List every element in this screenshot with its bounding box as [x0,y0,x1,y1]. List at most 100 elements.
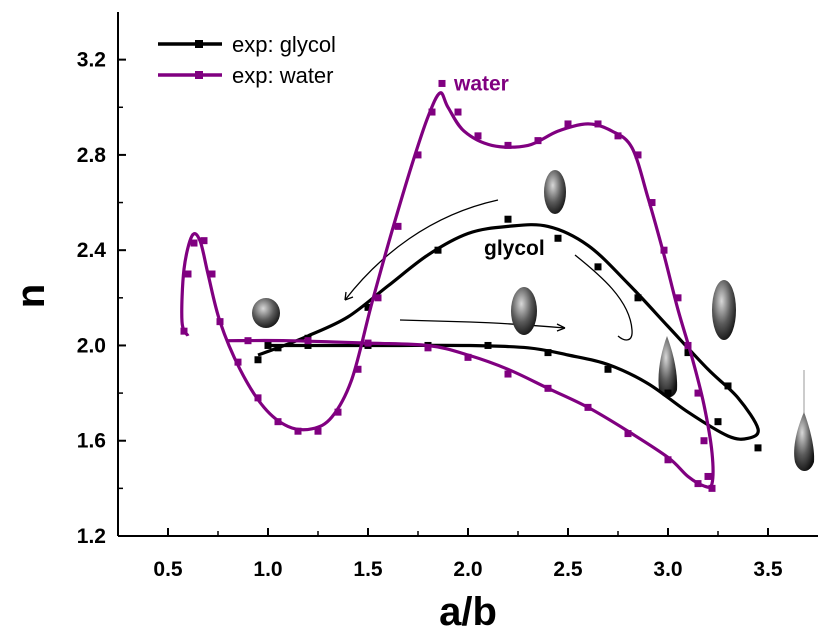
y-tick-label: 1.6 [77,430,106,453]
series-line-water [180,91,715,489]
data-point-glycol [264,341,272,349]
x-tick-label: 1.0 [253,558,282,581]
data-point-glycol [254,356,262,364]
data-point-water [664,456,672,464]
data-point-water [474,132,482,140]
data-point-glycol [434,246,442,254]
data-point-water [294,427,302,435]
annotations: water glycol [453,73,545,260]
droplet-icon [511,287,537,335]
data-point-water [660,246,668,254]
data-point-water [200,237,208,245]
data-point-water [544,384,552,392]
y-tick-label: 2.8 [77,144,107,167]
x-tick-label: 2.0 [453,558,482,581]
data-point-water [564,120,572,128]
data-point-water [504,141,512,149]
data-point-glycol [714,418,722,426]
x-tick-label: 1.5 [353,558,383,581]
data-point-glycol [634,294,642,302]
data-point-water [190,239,198,247]
x-tick-label: 2.5 [553,558,583,581]
data-point-water [394,222,402,230]
x-axis-title: a/b [439,590,497,634]
droplet-icon [658,336,678,398]
data-point-water [624,430,632,438]
data-point-glycol [484,341,492,349]
legend: exp: glycol exp: water [158,32,336,88]
series-water [180,79,716,492]
y-tick-label: 2.0 [77,334,106,357]
data-point-water [454,108,462,116]
y-tick-label: 1.2 [77,525,106,548]
annotation-label: water [453,73,509,96]
data-point-water [374,294,382,302]
data-point-water [634,151,642,159]
data-point-water [244,337,252,345]
data-point-water [708,484,716,492]
y-axis-title: n [9,284,53,308]
y-tick-label: 3.2 [77,49,106,72]
data-point-water [414,151,422,159]
data-point-water [314,427,322,435]
data-point-water [424,344,432,352]
data-point-glycol [684,349,692,357]
data-point-water [354,365,362,373]
legend-marker-glycol [195,40,203,48]
data-point-water [274,418,282,426]
droplet-images [252,170,815,471]
data-point-glycol [304,341,312,349]
data-point-water [674,294,682,302]
data-point-water [684,341,692,349]
data-point-water [584,403,592,411]
data-point-water [180,327,188,335]
data-point-glycol [754,444,762,452]
data-point-glycol [364,303,372,311]
data-point-water [184,270,192,278]
series-layer [180,79,762,492]
data-point-water [208,270,216,278]
legend-label-glycol: exp: glycol [232,32,336,57]
data-point-water [694,480,702,488]
data-point-glycol [554,234,562,242]
data-point-water [534,137,542,145]
data-point-glycol [724,382,732,390]
y-tick-label: 2.4 [77,239,107,262]
x-tick-label: 3.0 [653,558,682,581]
data-point-water [504,370,512,378]
data-point-water [594,120,602,128]
droplet-icon [794,412,815,471]
data-point-glycol [594,263,602,271]
data-point-water [254,394,262,402]
data-point-water [234,358,242,366]
data-point-water [694,389,702,397]
data-point-water [364,339,372,347]
annotation-label: glycol [484,237,545,260]
flow-arrows [344,199,633,341]
data-point-water [464,353,472,361]
data-point-glycol [504,215,512,223]
data-point-water [304,337,312,345]
data-point-water [614,132,622,140]
droplet-icon [712,280,736,340]
data-point-water [428,108,436,116]
data-point-glycol [544,349,552,357]
x-axis-ticks: 0.5 1.0 1.5 2.0 2.5 3.0 3.5 [153,528,783,581]
legend-label-water: exp: water [232,63,334,88]
legend-marker-water [195,71,203,79]
y-axis-ticks: 1.2 1.6 2.0 2.4 2.8 3.2 [77,49,126,548]
x-tick-label: 3.5 [753,558,783,581]
data-point-glycol [274,344,282,352]
data-point-glycol [664,389,672,397]
droplet-icon [252,298,280,328]
data-point-water [700,437,708,445]
data-point-water [438,79,446,87]
data-point-water [216,318,224,326]
x-tick-label: 0.5 [153,558,183,581]
data-point-water [648,199,656,207]
data-point-glycol [604,365,612,373]
data-point-water [334,408,342,416]
droplet-icon [544,170,566,214]
data-point-water [704,472,712,480]
